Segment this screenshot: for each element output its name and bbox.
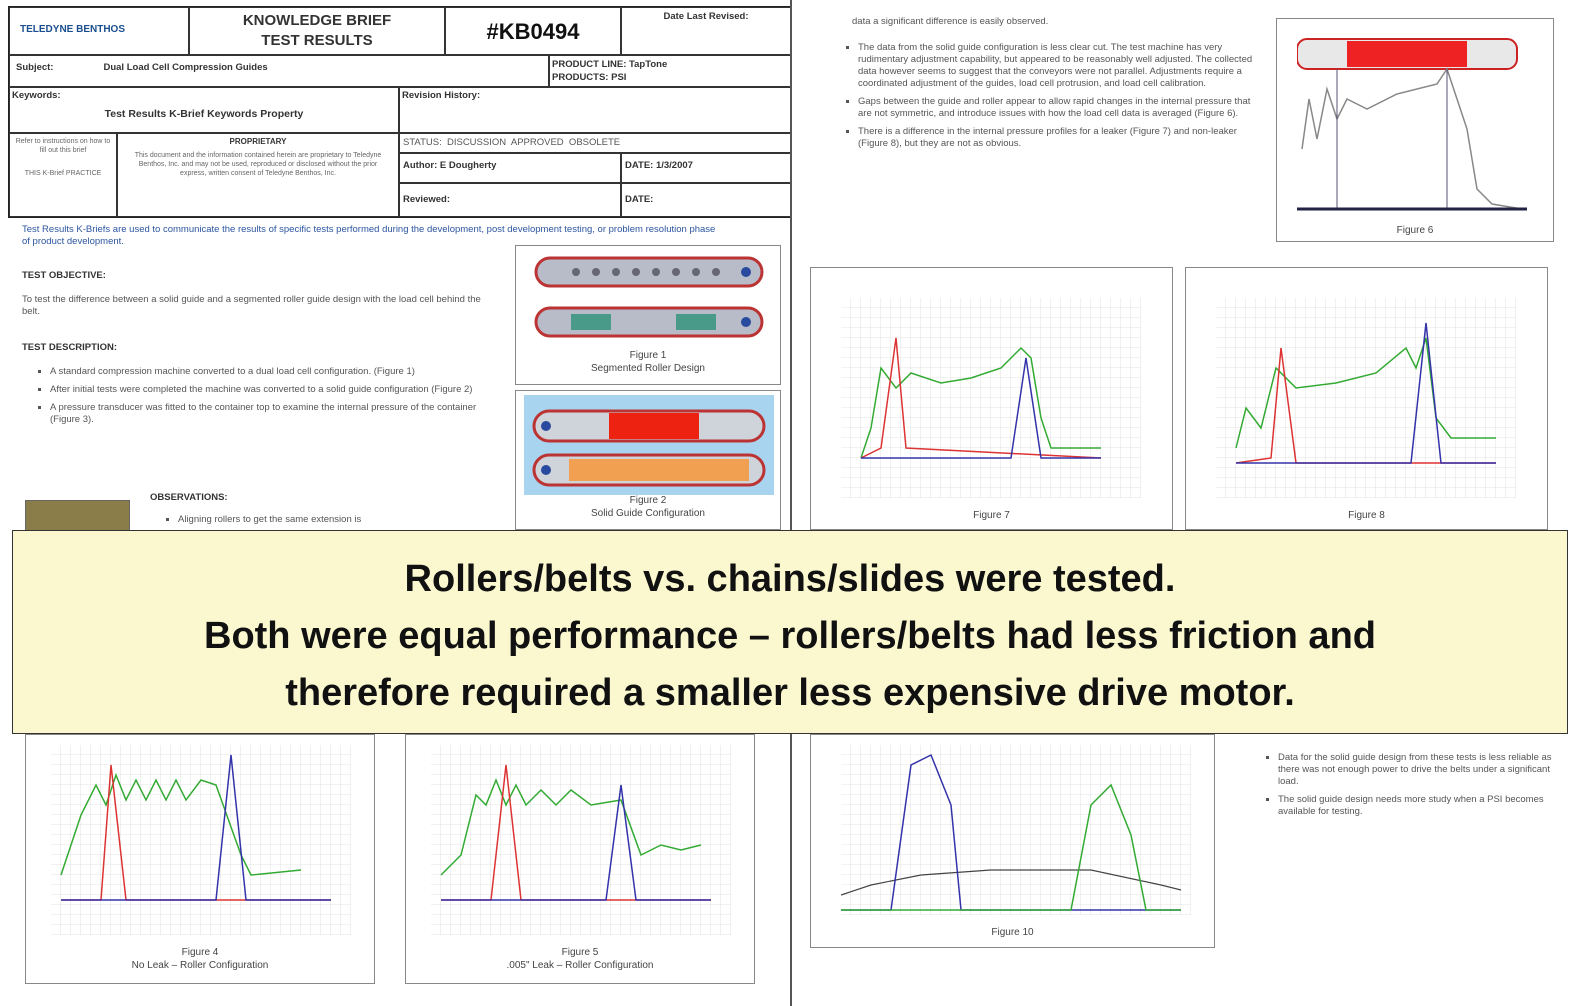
keywords: Test Results K-Brief Keywords Property — [12, 108, 396, 120]
figure: Figure 4 No Leak – Roller Configuration — [25, 734, 375, 984]
figure-label: Figure 7 — [811, 510, 1172, 522]
logo-cell: TELEDYNE BENTHOS — [9, 7, 189, 55]
figure-label: Figure 10 — [811, 927, 1214, 939]
chart-image — [1216, 298, 1516, 498]
keywords-cell: Keywords: Test Results K-Brief Keywords P… — [9, 87, 399, 133]
bullet: There is a difference in the internal pr… — [858, 126, 1260, 150]
banner-line: therefore required a smaller less expens… — [13, 665, 1567, 722]
photo — [25, 500, 130, 532]
figure: Figure 2 Solid Guide Configuration — [515, 390, 781, 530]
bullet: A standard compression machine converted… — [50, 366, 492, 378]
practice: THIS K-Brief PRACTICE — [13, 169, 113, 178]
revision-history: Revision History: — [399, 87, 791, 133]
page: TELEDYNE BENTHOS KNOWLEDGE BRIEFTEST RES… — [0, 0, 1595, 1006]
figure-caption: Segmented Roller Design — [516, 363, 780, 375]
figure: Figure 6 — [1276, 18, 1554, 242]
callout-banner: Rollers/belts vs. chains/slides were tes… — [12, 530, 1568, 734]
instructions-cell: Refer to instructions on how to fill out… — [9, 133, 117, 217]
chart-image — [51, 745, 351, 935]
banner-line: Both were equal performance – rollers/be… — [13, 608, 1567, 665]
bullet: Gaps between the guide and roller appear… — [858, 96, 1260, 120]
author: Author: E Dougherty — [399, 153, 621, 183]
title-line: TEST RESULTS — [190, 31, 444, 51]
figure: Figure 5 .005" Leak – Roller Configurati… — [405, 734, 755, 984]
proprietary-title: PROPRIETARY — [128, 137, 388, 146]
label: Subject: — [16, 62, 53, 73]
figure-caption: Solid Guide Configuration — [516, 508, 780, 520]
figure-label: Figure 2 — [516, 495, 780, 507]
instructions: Refer to instructions on how to fill out… — [13, 137, 113, 155]
date-revised: Date Last Revised: — [621, 7, 791, 55]
page-divider — [790, 0, 792, 1006]
right-bottom-list: Data for the solid guide design from the… — [1250, 752, 1560, 824]
paragraph: data a significant difference is easily … — [852, 16, 1262, 28]
figure: Figure 1 Segmented Roller Design — [515, 245, 781, 385]
product-line: PRODUCT LINE: TapTone — [552, 58, 788, 71]
figure-caption: No Leak – Roller Configuration — [26, 960, 374, 972]
title-line: KNOWLEDGE BRIEF — [190, 11, 444, 31]
figure: Figure 7 — [810, 267, 1173, 530]
chart-image — [431, 745, 731, 935]
figure-image — [516, 246, 782, 356]
figure-label: Figure 8 — [1186, 510, 1547, 522]
figure-image — [1297, 29, 1537, 219]
figure-caption: .005" Leak – Roller Configuration — [406, 960, 754, 972]
figure: Figure 10 — [810, 734, 1215, 948]
chart-image — [841, 298, 1141, 498]
logo: TELEDYNE BENTHOS — [20, 24, 125, 35]
section-title: TEST DESCRIPTION: — [22, 342, 117, 354]
figure-label: Figure 5 — [406, 947, 754, 959]
bullet: The data from the solid guide configurat… — [858, 42, 1260, 90]
figure-label: Figure 4 — [26, 947, 374, 959]
kb-id: #KB0494 — [445, 7, 621, 55]
right-list: The data from the solid guide configurat… — [830, 42, 1260, 156]
figure-label: Figure 6 — [1277, 225, 1553, 237]
objective: To test the difference between a solid g… — [22, 294, 482, 318]
figure-label: Figure 1 — [516, 350, 780, 362]
banner-line: Rollers/belts vs. chains/slides were tes… — [13, 551, 1567, 608]
subject-cell: Subject: Dual Load Cell Compression Guide… — [9, 55, 549, 87]
products: PRODUCTS: PSI — [552, 71, 788, 84]
reviewed: Reviewed: — [399, 183, 621, 217]
date-2: DATE: — [621, 183, 791, 217]
bullet: Aligning rollers to get the same extensi… — [178, 514, 470, 526]
description-list: A standard compression machine converted… — [22, 366, 492, 432]
chart-image — [841, 745, 1191, 915]
proprietary-cell: PROPRIETARY This document and the informa… — [117, 133, 399, 217]
label: Keywords: — [12, 90, 396, 102]
bullet: A pressure transducer was fitted to the … — [50, 402, 492, 426]
bullet: The solid guide design needs more study … — [1278, 794, 1560, 818]
status: STATUS: DISCUSSION APPROVED OBSOLETE — [399, 133, 791, 153]
date: DATE: 1/3/2007 — [621, 153, 791, 183]
figure: Figure 8 — [1185, 267, 1548, 530]
section-title: TEST OBJECTIVE: — [22, 270, 106, 282]
bullet: After initial tests were completed the m… — [50, 384, 492, 396]
subject: Dual Load Cell Compression Guides — [103, 62, 267, 73]
proprietary-text: This document and the information contai… — [128, 151, 388, 178]
figure-image — [524, 395, 774, 495]
bullet: Data for the solid guide design from the… — [1278, 752, 1560, 788]
section-title: OBSERVATIONS: — [150, 492, 228, 504]
